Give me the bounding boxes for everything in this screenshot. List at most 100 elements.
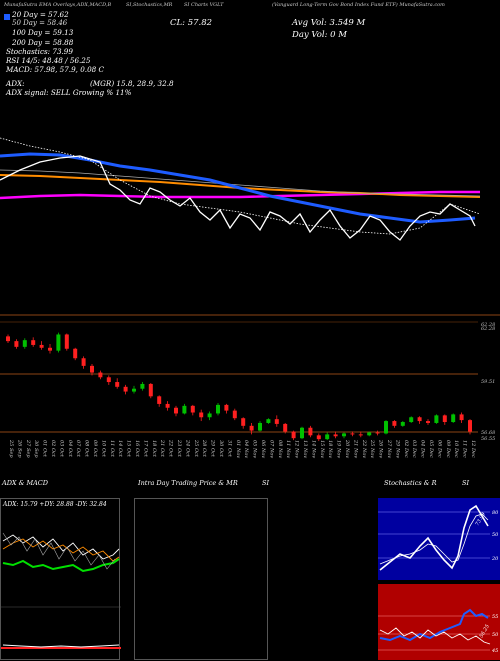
candlestick-chart: 62.28 62.28 59.51 56.68 56.55	[0, 320, 500, 450]
candle-body	[426, 421, 430, 423]
date-tick-label: 01 Nov	[235, 440, 241, 458]
date-tick-label: 21 Nov	[352, 439, 358, 458]
adx-noise-line	[2, 532, 116, 570]
stat-ema100: 100 Day = 59.13	[12, 28, 74, 37]
candle-body	[367, 432, 372, 436]
date-tick-label: 03 Dec	[411, 440, 417, 458]
candle-body	[14, 341, 19, 347]
date-tick-label: 24 Oct	[184, 439, 190, 458]
date-tick-label: 25 Nov	[369, 439, 375, 458]
candle-body	[375, 432, 380, 434]
stoch-panel-title: Stochastics & R	[384, 479, 437, 487]
candle-body	[199, 412, 204, 418]
mrsi-bg	[378, 584, 500, 660]
intraday-panel	[134, 498, 268, 660]
stoch-panel-si: SI	[462, 479, 470, 487]
date-tick-label: 20 Nov	[344, 439, 350, 458]
date-tick-label: 15 Oct	[126, 440, 132, 458]
candle-body	[182, 405, 187, 414]
date-tick-label: 10 Oct	[100, 440, 106, 458]
date-tick-label: 17 Oct	[142, 440, 148, 458]
stat-rsi: RSI 14/5: 48.48 / 56.25	[6, 56, 91, 65]
candle-body	[392, 421, 397, 426]
candle-body	[442, 415, 447, 423]
candle-body	[48, 347, 52, 351]
date-tick-label: 18 Oct	[151, 440, 157, 458]
ema200-line	[0, 190, 480, 200]
adx-panel-graphics	[1, 532, 121, 649]
ema20-swatch	[4, 14, 10, 20]
candle-body	[241, 418, 246, 426]
date-tick-label: 12 Nov	[294, 440, 300, 458]
ema20-dotted-line	[0, 137, 481, 235]
candle-body	[249, 425, 254, 431]
date-tick-label: 21 Oct	[159, 439, 165, 458]
candle-body	[148, 383, 153, 397]
candle-body	[106, 377, 111, 383]
adx-line	[2, 558, 120, 573]
candle-body	[283, 423, 288, 432]
candle-body	[232, 410, 237, 419]
candle-body	[451, 414, 456, 423]
header-item-stoch: SI,Stochastics,MR	[126, 2, 173, 8]
date-tick-label: 26 Nov	[378, 439, 384, 458]
candle-body	[207, 413, 212, 418]
date-tick-label: 11 Dec	[462, 440, 468, 458]
candle-body	[342, 433, 346, 437]
candle-body	[81, 358, 86, 366]
intraday-panel-title: Intra Day Trading Price & MR	[138, 479, 238, 487]
stat-adx-signal: ADX signal: SELL Growing % 11%	[6, 88, 132, 97]
date-tick-label: 01 Oct	[42, 440, 48, 458]
macd-line	[2, 644, 120, 648]
stat-close: CL: 57.82	[170, 18, 213, 28]
price-label-top: 62.28	[481, 322, 495, 328]
stoch-label-50: 50	[492, 532, 499, 538]
date-tick-label: 18 Nov	[327, 440, 333, 458]
price-label-59: 59.51	[481, 379, 495, 385]
candle-body	[140, 383, 145, 389]
date-tick-label: 28 Oct	[201, 439, 207, 458]
date-tick-label: 11 Nov	[285, 440, 291, 458]
candle-body	[325, 434, 330, 440]
candle-body	[358, 434, 363, 436]
stoch-bg	[378, 498, 500, 580]
date-tick-label: 10 Dec	[453, 440, 459, 458]
stoch-label-80: 80	[492, 510, 499, 516]
stat-day-vol: Day Vol: 0 M	[292, 30, 347, 40]
intraday-panel-si: SI	[262, 479, 270, 487]
stat-ema20: 20 Day = 57.62	[12, 10, 69, 19]
stoch-label-20: 20	[491, 556, 499, 562]
mrsi-label-45: 45	[491, 648, 498, 654]
candle-body	[300, 427, 304, 439]
ema-legend-swatches	[4, 12, 24, 20]
candle-body	[90, 365, 94, 373]
date-tick-label: 13 Nov	[302, 440, 308, 458]
stat-adx-values: (MGR) 15.8, 28.9, 32.8	[90, 79, 174, 88]
date-tick-label: 06 Nov	[260, 440, 266, 458]
candle-body	[174, 407, 178, 414]
candles-group	[6, 332, 472, 442]
date-tick-label: 29 Oct	[210, 439, 216, 458]
date-tick-label: 25 Sep	[8, 439, 14, 458]
candle-body	[56, 334, 61, 351]
header-item-symbol: SI Charts VGLT	[184, 2, 224, 8]
price-line	[0, 155, 476, 241]
adx-plus-line	[2, 534, 120, 560]
date-tick-label: 07 Nov	[268, 440, 274, 458]
stoch-d-line	[379, 513, 489, 565]
candle-body	[190, 405, 195, 413]
date-tick-label: 15 Nov	[319, 440, 325, 458]
date-tick-label: 19 Nov	[336, 440, 342, 458]
adx-minus-line	[2, 538, 120, 562]
candle-body	[22, 340, 27, 347]
candle-body	[224, 404, 229, 411]
date-tick-label: 22 Oct	[168, 439, 174, 458]
date-tick-label: 07 Oct	[75, 440, 81, 458]
candle-body	[165, 403, 170, 408]
date-tick-label: 29 Nov	[394, 439, 400, 458]
stat-avg-vol: Avg Vol: 3.549 M	[292, 18, 366, 28]
candle-body	[417, 417, 422, 422]
header-item-fund: (Vanguard Long-Term Gov Bond Index Fund …	[272, 2, 445, 8]
candle-body	[468, 420, 472, 432]
stochastics-panel: 80 50 20 73.99	[378, 498, 500, 580]
